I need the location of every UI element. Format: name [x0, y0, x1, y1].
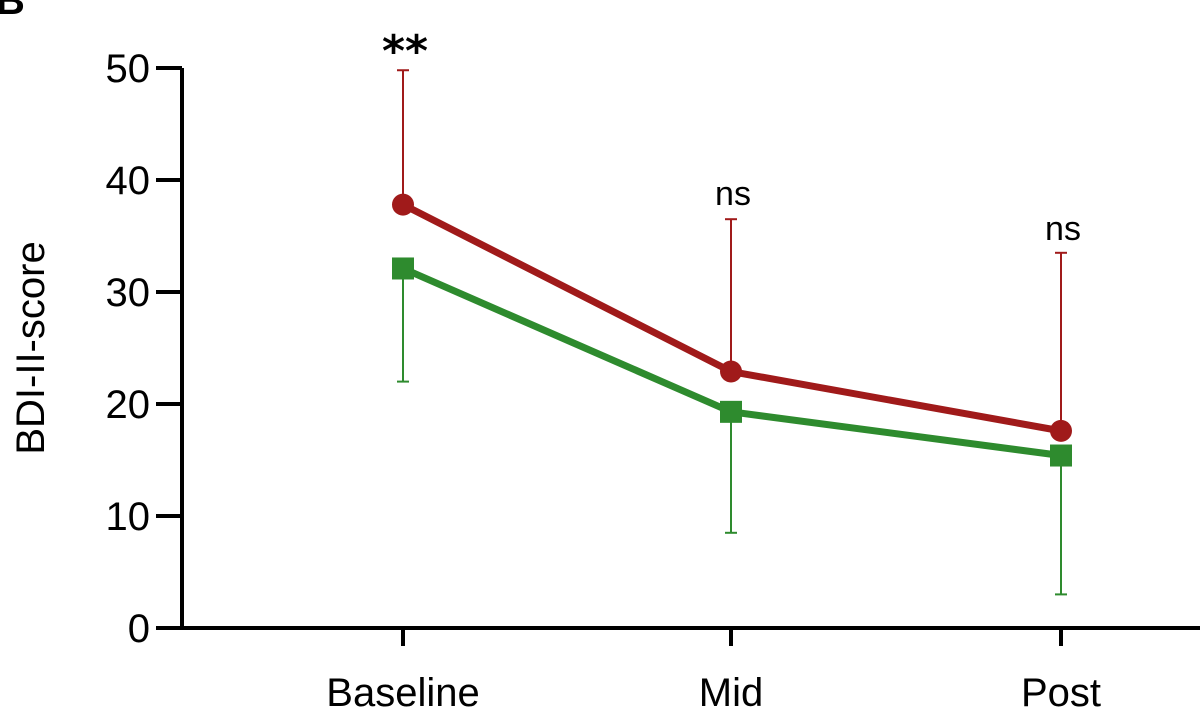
- y-tick-label: 50: [106, 47, 151, 91]
- y-tick-label: 10: [106, 495, 151, 539]
- panel-label: B: [0, 0, 25, 23]
- y-tick-label: 20: [106, 383, 151, 427]
- significance-label: ns: [1045, 210, 1081, 248]
- y-axis-title: BDI-II-score: [9, 241, 53, 454]
- significance-annotations: ** ns ns: [382, 26, 1081, 248]
- data-point-series-2: [1050, 444, 1072, 467]
- x-tick-label: Mid: [699, 671, 763, 715]
- series-markers: [392, 193, 1072, 467]
- y-tick-label: 40: [106, 159, 151, 203]
- x-tick-label: Baseline: [326, 671, 479, 715]
- data-point-series-1: [1050, 419, 1072, 442]
- data-point-series-2: [392, 257, 414, 280]
- significance-label: **: [382, 26, 428, 77]
- y-tick-label: 30: [106, 271, 151, 315]
- significance-label: ns: [715, 175, 751, 213]
- y-axis-ticks: 0 10 20 30 40 50: [106, 47, 182, 651]
- data-point-series-1: [392, 193, 414, 216]
- error-bars: [397, 69, 1067, 596]
- y-tick-label: 0: [128, 607, 150, 651]
- x-axis-ticks: Baseline Mid Post: [326, 628, 1101, 715]
- axes: [180, 68, 1200, 630]
- data-point-series-2: [720, 400, 742, 423]
- data-point-series-1: [720, 360, 742, 383]
- x-tick-label: Post: [1021, 671, 1101, 715]
